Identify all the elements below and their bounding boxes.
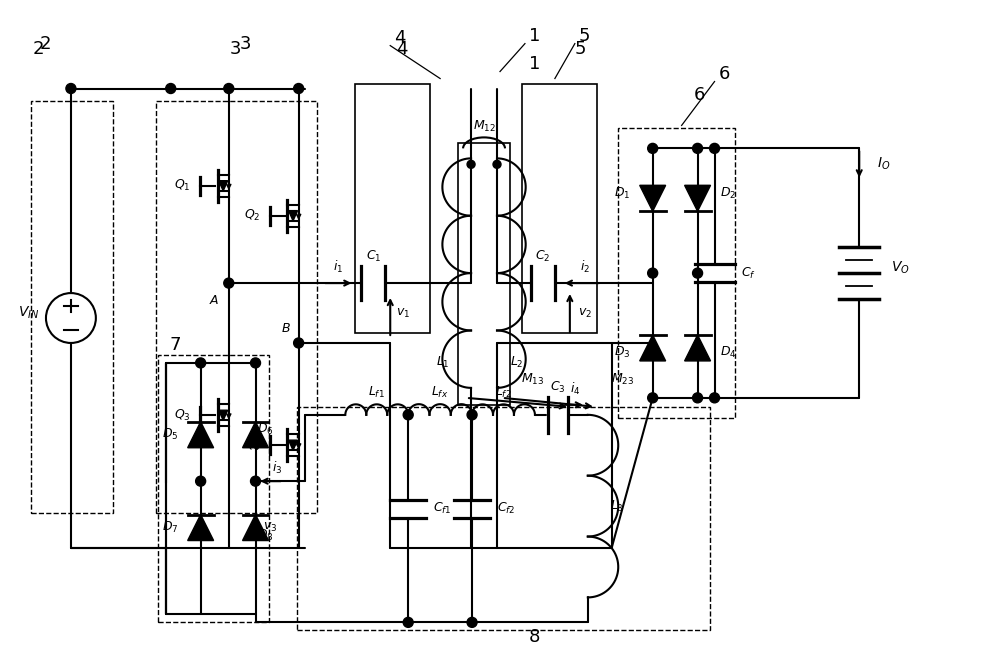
Text: $i_3$: $i_3$ [272, 460, 283, 476]
Bar [355, 84, 430, 333]
Text: 7: 7 [170, 336, 181, 354]
Circle shape [403, 410, 413, 420]
Text: $I_O$: $I_O$ [877, 155, 891, 172]
Bar [458, 144, 510, 405]
Text: $D_1$: $D_1$ [614, 185, 631, 201]
Circle shape [710, 144, 720, 153]
Circle shape [467, 617, 477, 628]
Circle shape [294, 84, 304, 93]
Text: 4: 4 [396, 40, 408, 57]
Bar [31, 101, 113, 513]
Text: $D_2$: $D_2$ [720, 185, 736, 201]
Text: $Q_{4}$: $Q_{4}$ [244, 438, 261, 453]
Circle shape [224, 84, 234, 93]
Text: 3: 3 [240, 35, 251, 53]
Text: 2: 2 [32, 40, 44, 57]
Circle shape [467, 410, 477, 420]
Text: 2: 2 [39, 35, 51, 53]
Text: $i_4$: $i_4$ [570, 381, 580, 397]
Text: $A$: $A$ [209, 294, 219, 306]
Circle shape [294, 338, 304, 348]
Circle shape [467, 161, 475, 168]
Text: $Q_{2}$: $Q_{2}$ [244, 208, 261, 223]
Text: 1: 1 [529, 27, 540, 44]
Circle shape [648, 393, 658, 403]
Text: 1: 1 [529, 55, 541, 72]
Circle shape [196, 476, 206, 486]
Text: $L_3$: $L_3$ [610, 499, 624, 514]
Text: $D_5$: $D_5$ [162, 427, 179, 442]
Circle shape [66, 84, 76, 93]
Text: $C_3$: $C_3$ [550, 380, 566, 396]
Text: $D_7$: $D_7$ [162, 520, 179, 535]
Text: $M_{23}$: $M_{23}$ [611, 372, 634, 387]
Polygon shape [243, 515, 268, 541]
Polygon shape [640, 185, 666, 212]
Text: 4: 4 [394, 29, 406, 46]
Text: $C_2$: $C_2$ [535, 249, 551, 264]
Circle shape [403, 617, 413, 628]
Circle shape [166, 84, 176, 93]
Text: $M_{13}$: $M_{13}$ [521, 372, 545, 387]
Text: 5: 5 [579, 27, 590, 44]
Text: $D_4$: $D_4$ [720, 345, 736, 360]
Polygon shape [289, 211, 298, 221]
Circle shape [648, 144, 658, 153]
Text: $Q_{3}$: $Q_{3}$ [174, 407, 191, 423]
Text: $V_O$: $V_O$ [891, 260, 910, 276]
Circle shape [251, 358, 261, 368]
Bar [297, 407, 710, 630]
Text: $M_{12}$: $M_{12}$ [473, 119, 496, 134]
Text: $L_1$: $L_1$ [436, 355, 450, 370]
Polygon shape [243, 422, 268, 448]
Text: $v_3$: $v_3$ [263, 521, 278, 534]
Circle shape [693, 268, 703, 278]
Text: $D_6$: $D_6$ [257, 422, 273, 438]
Text: $i_1$: $i_1$ [333, 259, 343, 275]
Text: $C_{f1}$: $C_{f1}$ [433, 501, 452, 516]
Circle shape [196, 358, 206, 368]
Bar [618, 129, 735, 418]
Text: 5: 5 [574, 40, 586, 57]
Text: $D_3$: $D_3$ [614, 345, 631, 360]
Polygon shape [219, 181, 228, 191]
Polygon shape [640, 335, 666, 361]
Text: $L_{f2}$: $L_{f2}$ [495, 385, 512, 400]
Text: $C_{f2}$: $C_{f2}$ [497, 501, 515, 516]
Circle shape [693, 144, 703, 153]
Polygon shape [188, 515, 214, 541]
Text: $B$: $B$ [281, 323, 291, 336]
Circle shape [648, 268, 658, 278]
Bar [522, 84, 597, 333]
Text: 3: 3 [230, 40, 241, 57]
Bar [156, 101, 317, 513]
Circle shape [710, 393, 720, 403]
Circle shape [493, 161, 501, 168]
Polygon shape [219, 410, 228, 421]
Circle shape [224, 278, 234, 288]
Text: $v_1$: $v_1$ [396, 306, 410, 319]
Text: $v_2$: $v_2$ [578, 306, 592, 319]
Text: $C_f$: $C_f$ [741, 266, 756, 281]
Text: $L_2$: $L_2$ [510, 355, 524, 370]
Polygon shape [685, 335, 711, 361]
Text: 6: 6 [694, 86, 705, 104]
Text: 8: 8 [529, 628, 541, 646]
Text: $i_2$: $i_2$ [580, 259, 590, 275]
Polygon shape [289, 440, 298, 451]
Text: $D_8$: $D_8$ [257, 528, 273, 543]
Text: $C_1$: $C_1$ [366, 249, 381, 264]
Text: $Q_{1}$: $Q_{1}$ [174, 178, 191, 193]
Polygon shape [685, 185, 711, 212]
Polygon shape [188, 422, 214, 448]
Text: $L_{fx}$: $L_{fx}$ [431, 385, 449, 400]
Text: $V_{IN}$: $V_{IN}$ [18, 305, 40, 321]
Circle shape [251, 476, 261, 486]
Circle shape [693, 393, 703, 403]
Bar [158, 355, 269, 622]
Text: 6: 6 [719, 65, 730, 82]
Text: $L_{f1}$: $L_{f1}$ [368, 385, 385, 400]
